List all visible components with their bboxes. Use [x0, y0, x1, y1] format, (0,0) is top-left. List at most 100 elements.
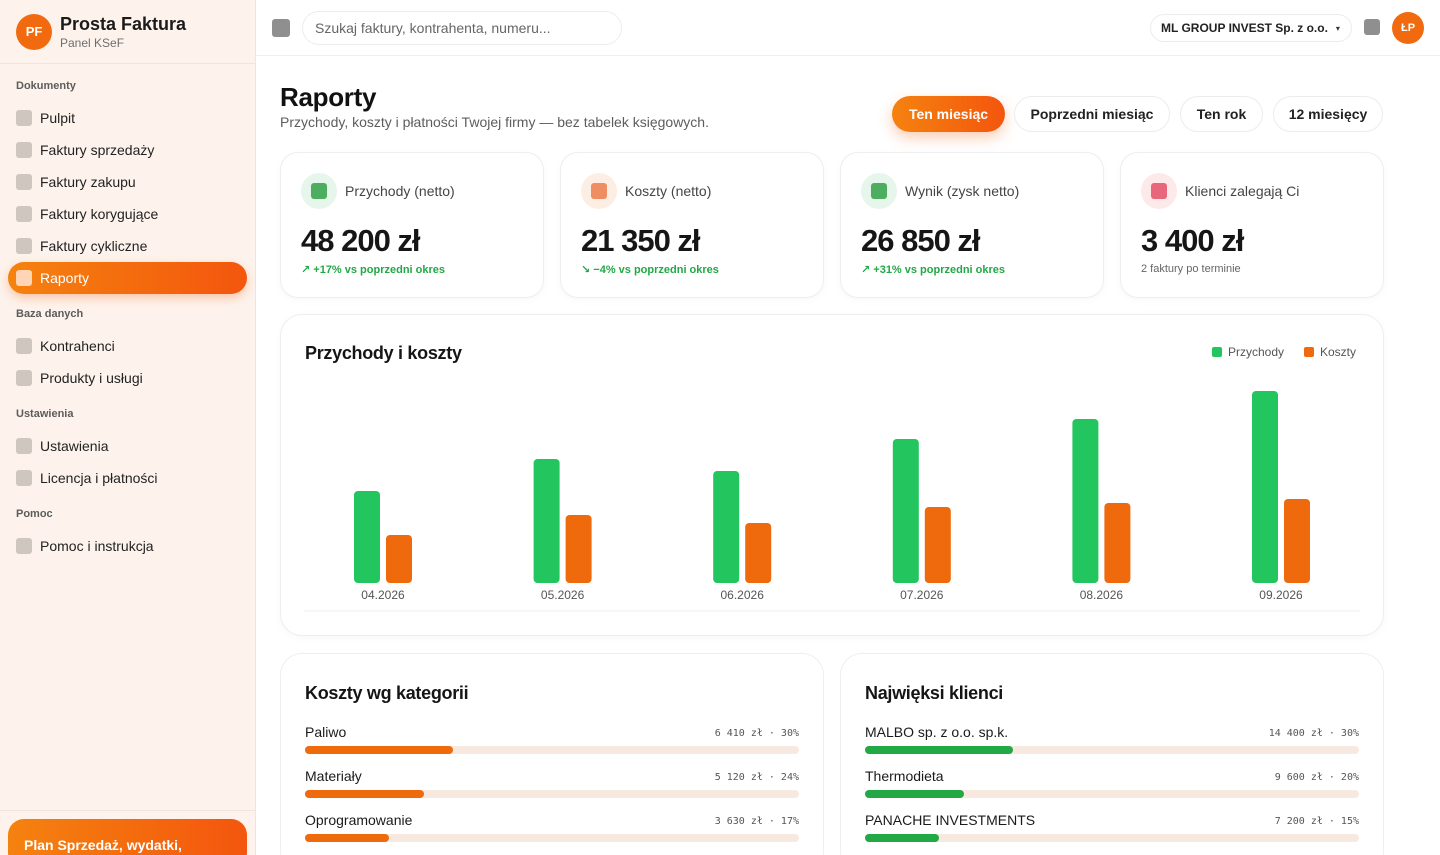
kpi-value: 48 200 zł	[301, 223, 421, 258]
period-this-month[interactable]: Ten miesiąc	[892, 96, 1005, 132]
sidebar-item-faktury-cykliczne[interactable]: Faktury cykliczne	[8, 230, 247, 262]
sidebar-item-label: Faktury sprzedaży	[40, 142, 155, 158]
progress-fill	[305, 790, 424, 798]
period-this-year[interactable]: Ten rok	[1180, 96, 1263, 132]
brand-name: Prosta Faktura	[60, 13, 187, 34]
sidebar-item-label: Ustawienia	[40, 438, 109, 454]
sidebar-item-raporty[interactable]: Raporty	[8, 262, 247, 294]
bar-costs-06.2026[interactable]	[745, 523, 772, 583]
list-item-label: Paliwo	[305, 724, 347, 740]
period-previous-month[interactable]: Poprzedni miesiąc	[1014, 96, 1170, 132]
progress-track	[305, 746, 799, 754]
sidebar-item-kontrahenci[interactable]: Kontrahenci	[8, 330, 247, 362]
list-item-value: 7 200 zł · 15%	[1274, 816, 1359, 827]
recurring-icon	[16, 238, 32, 254]
sidebar-item-label: Kontrahenci	[40, 338, 115, 354]
sidebar-item-faktury-sprzedaży[interactable]: Faktury sprzedaży	[8, 134, 247, 166]
profit-icon	[861, 173, 897, 209]
avatar[interactable]: ŁP	[1392, 12, 1424, 44]
x-tick-label: 06.2026	[721, 588, 765, 602]
nav-section-title: Baza danych	[16, 308, 84, 320]
bar-revenue-05.2026[interactable]	[533, 459, 560, 583]
sidebar-item-label: Licencja i płatności	[40, 470, 158, 486]
nav-section-title: Ustawienia	[16, 408, 74, 420]
list-item-value: 14 400 zł · 30%	[1268, 728, 1359, 739]
sidebar-item-licencja-i-płatności[interactable]: Licencja i płatności	[8, 462, 247, 494]
kpi-trend: ↗ +17% vs poprzedni okres	[301, 264, 446, 276]
kpi-profit: Wynik (zysk netto) 26 850 zł ↗ +31% vs p…	[840, 152, 1104, 298]
sidebar-item-faktury-korygujące[interactable]: Faktury korygujące	[8, 198, 247, 230]
reports-icon	[16, 270, 32, 286]
nav-section-title: Pomoc	[16, 508, 53, 520]
period-12-months[interactable]: 12 miesięcy	[1273, 96, 1383, 132]
notifications-icon[interactable]	[1364, 19, 1380, 35]
revenue-icon	[301, 173, 337, 209]
sidebar-item-label: Pomoc i instrukcja	[40, 538, 154, 554]
bar-costs-09.2026[interactable]	[1284, 499, 1310, 583]
legend-swatch	[1212, 347, 1222, 357]
kpi-value: 26 850 zł	[861, 223, 981, 258]
list-item-label: PANACHE INVESTMENTS	[865, 812, 1036, 828]
progress-track	[865, 790, 1359, 798]
sidebar-item-label: Faktury zakupu	[40, 174, 136, 190]
page-title: Raporty	[280, 82, 377, 112]
brand-subtitle: Panel KSeF	[60, 35, 125, 50]
alert-icon	[1141, 173, 1177, 209]
sidebar-item-produkty-i-usługi[interactable]: Produkty i usługi	[8, 362, 247, 394]
progress-fill	[865, 746, 1013, 754]
legend-costs: Koszty	[1304, 345, 1356, 359]
legend-swatch	[1304, 347, 1314, 357]
brand[interactable]: PF Prosta Faktura Panel KSeF	[0, 0, 255, 64]
sidebar-item-label: Produkty i usługi	[40, 370, 143, 386]
kpi-label: Klienci zalegają Ci	[1185, 183, 1300, 199]
kpi-trend: ↘ −4% vs poprzedni okres	[581, 264, 719, 276]
sidebar-item-label: Raporty	[40, 270, 90, 286]
menu-icon[interactable]	[272, 19, 290, 37]
correction-icon	[16, 206, 32, 222]
legend-label: Koszty	[1320, 345, 1357, 359]
x-tick-label: 09.2026	[1259, 588, 1303, 602]
sidebar-item-label: Faktury cykliczne	[40, 238, 148, 254]
bar-costs-04.2026[interactable]	[386, 535, 412, 583]
kpi-revenue: Przychody (netto) 48 200 zł ↗ +17% vs po…	[280, 152, 544, 298]
bar-costs-07.2026[interactable]	[924, 507, 951, 583]
sidebar-item-ustawienia[interactable]: Ustawienia	[8, 430, 247, 462]
revenue-costs-chart-card	[280, 314, 1384, 636]
bar-revenue-04.2026[interactable]	[354, 491, 380, 583]
bar-revenue-09.2026[interactable]	[1252, 391, 1278, 583]
sidebar-item-pulpit[interactable]: Pulpit	[8, 102, 247, 134]
plan-promo-button[interactable]: Plan Sprzedaż, wydatki,	[8, 819, 247, 855]
company-name: ML GROUP INVEST Sp. z o.o.	[1161, 21, 1328, 35]
list-item-label: MALBO sp. z o.o. sp.k.	[865, 724, 1009, 740]
license-icon	[16, 470, 32, 486]
bar-costs-05.2026[interactable]	[565, 515, 592, 583]
page-subtitle: Przychody, koszty i płatności Twojej fir…	[280, 114, 709, 130]
legend-revenue: Przychody	[1212, 345, 1284, 359]
settings-icon	[16, 438, 32, 454]
kpi-label: Wynik (zysk netto)	[905, 183, 1020, 199]
x-tick-label: 07.2026	[900, 588, 944, 602]
company-selector[interactable]: ML GROUP INVEST Sp. z o.o. ▾	[1150, 14, 1352, 42]
chevron-down-icon: ▾	[1335, 23, 1340, 33]
chart-title: Przychody i koszty	[305, 343, 462, 363]
x-tick-label: 04.2026	[361, 588, 405, 602]
sidebar-item-faktury-zakupu[interactable]: Faktury zakupu	[8, 166, 247, 198]
progress-fill	[305, 834, 389, 842]
nav-section-title: Dokumenty	[16, 80, 76, 92]
x-tick-label: 08.2026	[1080, 588, 1124, 602]
progress-track	[865, 746, 1359, 754]
legend-label: Przychody	[1228, 345, 1285, 359]
bar-revenue-06.2026[interactable]	[713, 471, 740, 583]
bar-costs-08.2026[interactable]	[1104, 503, 1131, 583]
sidebar-item-pomoc-i-instrukcja[interactable]: Pomoc i instrukcja	[8, 530, 247, 562]
products-icon	[16, 370, 32, 386]
x-tick-label: 05.2026	[541, 588, 585, 602]
kpi-overdue[interactable]: Klienci zalegają Ci 3 400 zł 2 faktury p…	[1120, 152, 1384, 298]
search-input[interactable]	[302, 11, 622, 45]
topbar: ML GROUP INVEST Sp. z o.o. ▾ ŁP	[256, 0, 1440, 56]
invoice-out-icon	[16, 142, 32, 158]
progress-track	[865, 834, 1359, 842]
bar-revenue-07.2026[interactable]	[892, 439, 919, 583]
bar-revenue-08.2026[interactable]	[1072, 419, 1099, 583]
list-item-label: Thermodieta	[865, 768, 944, 784]
